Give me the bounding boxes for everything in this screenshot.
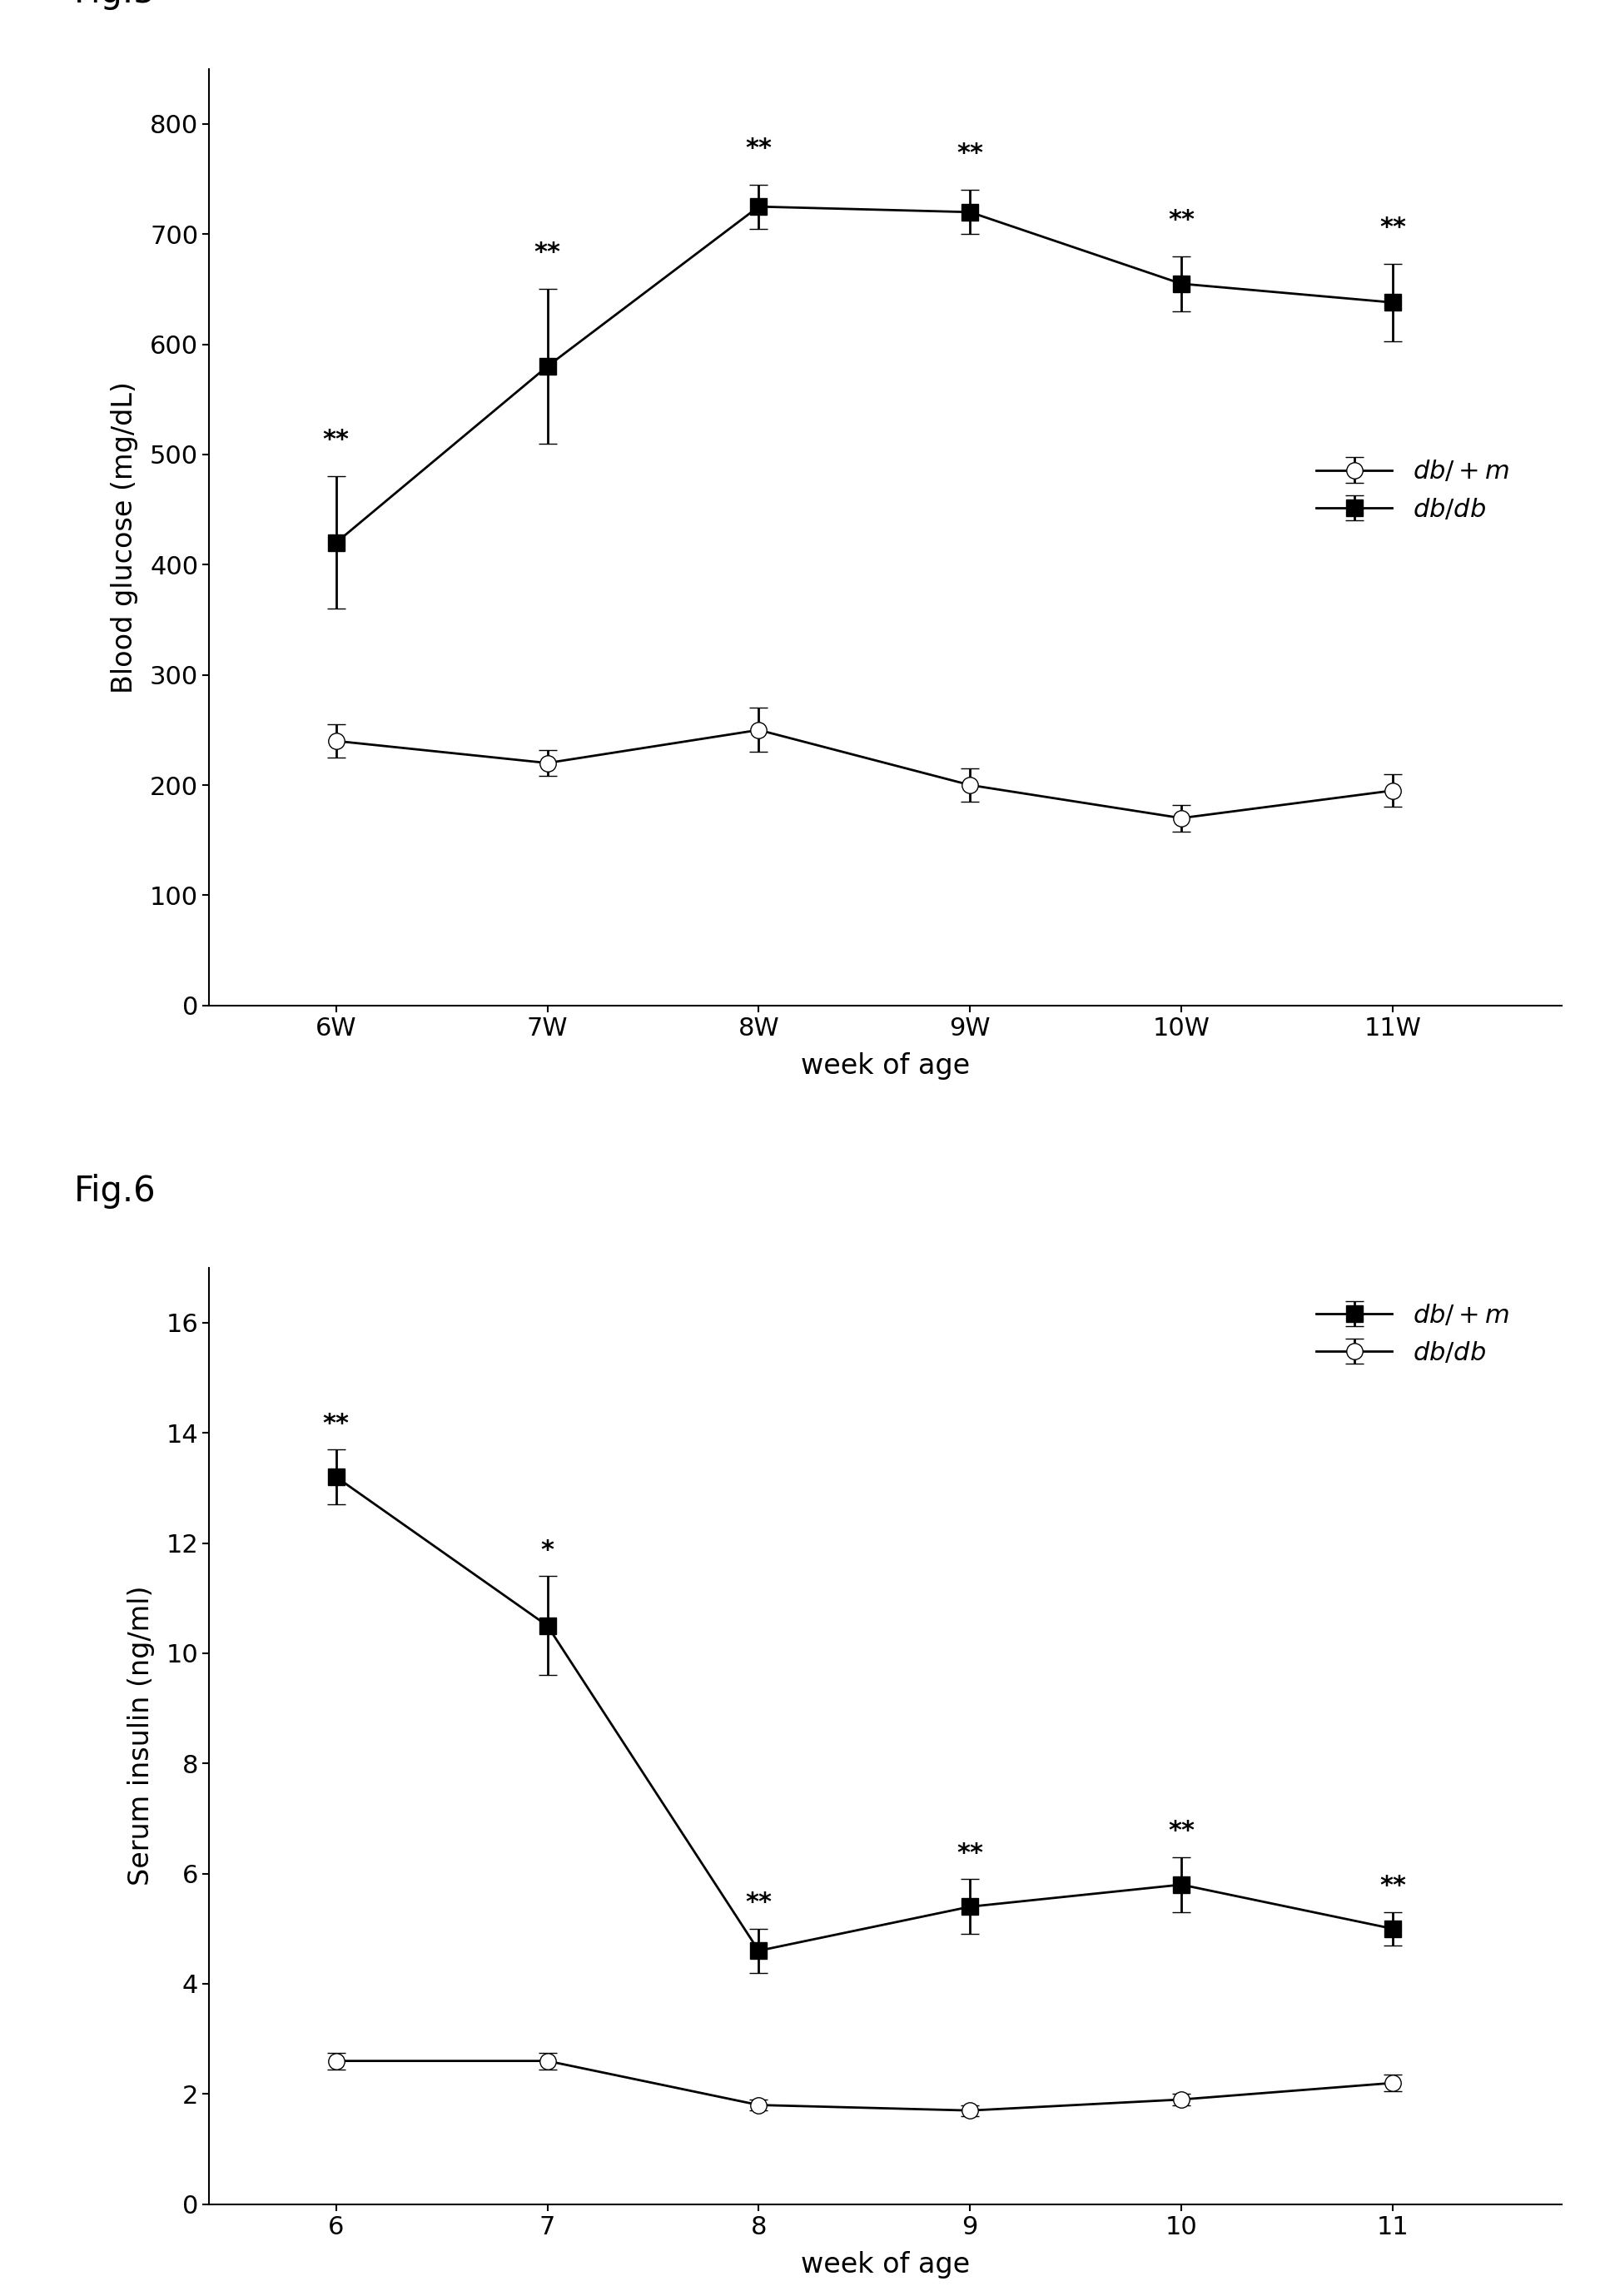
- Text: **: **: [1167, 209, 1195, 232]
- Text: **: **: [745, 135, 773, 161]
- Text: **: **: [322, 1412, 349, 1435]
- Y-axis label: Blood glucose (mg/dL): Blood glucose (mg/dL): [111, 381, 138, 693]
- X-axis label: week of age: week of age: [800, 1052, 971, 1079]
- Text: **: **: [535, 241, 560, 264]
- Text: **: **: [1380, 1874, 1406, 1899]
- Text: Fig.6: Fig.6: [74, 1173, 156, 1210]
- X-axis label: week of age: week of age: [800, 2250, 971, 2278]
- Y-axis label: Serum insulin (ng/ml): Serum insulin (ng/ml): [127, 1587, 155, 1885]
- Text: **: **: [1380, 216, 1406, 239]
- Legend: $db/+m$, $db/db$: $db/+m$, $db/db$: [1302, 1290, 1521, 1378]
- Text: **: **: [1167, 1818, 1195, 1844]
- Legend: $db/+m$, $db/db$: $db/+m$, $db/db$: [1302, 445, 1521, 535]
- Text: Fig.5: Fig.5: [74, 0, 156, 9]
- Text: **: **: [956, 1841, 984, 1864]
- Text: **: **: [745, 1892, 773, 1915]
- Text: **: **: [322, 427, 349, 452]
- Text: **: **: [956, 142, 984, 165]
- Text: *: *: [541, 1538, 554, 1561]
